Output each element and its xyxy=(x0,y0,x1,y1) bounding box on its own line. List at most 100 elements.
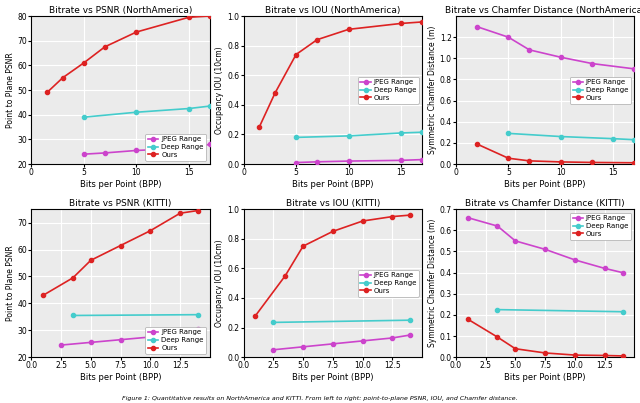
Ours xyxy=(601,353,609,358)
JPEG Range xyxy=(601,266,609,271)
X-axis label: Bits per Point (BPP): Bits per Point (BPP) xyxy=(504,180,586,189)
Deep Range xyxy=(557,134,564,139)
JPEG Range xyxy=(541,247,549,252)
Deep Range xyxy=(419,130,426,135)
Deep Range xyxy=(80,115,88,120)
JPEG Range xyxy=(87,340,95,345)
JPEG Range xyxy=(300,345,307,349)
JPEG Range xyxy=(206,142,214,147)
Ours xyxy=(473,141,481,146)
Deep Range xyxy=(493,307,501,312)
Title: Bitrate vs IOU (KITTI): Bitrate vs IOU (KITTI) xyxy=(285,199,380,208)
JPEG Range xyxy=(57,343,65,347)
Y-axis label: Occupancy IOU (10cm): Occupancy IOU (10cm) xyxy=(216,239,225,327)
X-axis label: Bits per Point (BPP): Bits per Point (BPP) xyxy=(504,373,586,382)
Deep Range xyxy=(406,318,414,323)
JPEG Range xyxy=(194,326,202,331)
Title: Bitrate vs Chamfer Distance (NorthAmerica): Bitrate vs Chamfer Distance (NorthAmeric… xyxy=(445,6,640,15)
Title: Bitrate vs IOU (NorthAmerica): Bitrate vs IOU (NorthAmerica) xyxy=(265,6,401,15)
Ours xyxy=(206,14,214,19)
Ours xyxy=(397,21,405,26)
Ours xyxy=(313,37,321,42)
Title: Bitrate vs PSNR (KITTI): Bitrate vs PSNR (KITTI) xyxy=(69,199,172,208)
X-axis label: Bits per Point (BPP): Bits per Point (BPP) xyxy=(292,180,374,189)
Y-axis label: Symmetric Chamfer Distance (m): Symmetric Chamfer Distance (m) xyxy=(428,26,436,154)
JPEG Range xyxy=(557,55,564,60)
Deep Range xyxy=(504,131,512,136)
JPEG Range xyxy=(630,66,638,71)
Line: JPEG Range: JPEG Range xyxy=(59,327,200,347)
Legend: JPEG Range, Deep Range, Ours: JPEG Range, Deep Range, Ours xyxy=(358,270,419,297)
Legend: JPEG Range, Deep Range, Ours: JPEG Range, Deep Range, Ours xyxy=(145,133,207,160)
Ours xyxy=(345,27,353,32)
Ours xyxy=(329,229,337,234)
Legend: JPEG Range, Deep Range, Ours: JPEG Range, Deep Range, Ours xyxy=(358,77,419,104)
JPEG Range xyxy=(406,332,414,337)
JPEG Range xyxy=(511,239,519,243)
JPEG Range xyxy=(185,145,193,150)
Ours xyxy=(511,346,519,351)
Ours xyxy=(271,91,279,96)
JPEG Range xyxy=(101,150,109,155)
Y-axis label: Occupancy IOU (10cm): Occupancy IOU (10cm) xyxy=(216,46,225,134)
Legend: JPEG Range, Deep Range, Ours: JPEG Range, Deep Range, Ours xyxy=(570,77,631,104)
Ours xyxy=(493,334,501,339)
Line: Ours: Ours xyxy=(253,213,412,318)
Line: JPEG Range: JPEG Range xyxy=(466,216,625,275)
X-axis label: Bits per Point (BPP): Bits per Point (BPP) xyxy=(292,373,374,382)
Ours xyxy=(147,228,154,233)
JPEG Range xyxy=(504,35,512,39)
Title: Bitrate vs Chamfer Distance (KITTI): Bitrate vs Chamfer Distance (KITTI) xyxy=(465,199,625,208)
JPEG Range xyxy=(473,24,481,29)
Line: Deep Range: Deep Range xyxy=(294,130,424,139)
Line: Deep Range: Deep Range xyxy=(271,318,412,324)
Ours xyxy=(525,158,533,163)
Ours xyxy=(116,243,124,248)
Deep Range xyxy=(619,310,627,314)
Deep Range xyxy=(206,104,214,108)
JPEG Range xyxy=(388,336,396,341)
Deep Range xyxy=(292,135,300,140)
Ours xyxy=(101,44,109,49)
JPEG Range xyxy=(589,61,596,66)
Line: JPEG Range: JPEG Range xyxy=(82,142,212,156)
Line: Ours: Ours xyxy=(41,208,200,297)
Y-axis label: Point to Plane PSNR: Point to Plane PSNR xyxy=(6,52,15,128)
JPEG Range xyxy=(313,160,321,164)
Legend: JPEG Range, Deep Range, Ours: JPEG Range, Deep Range, Ours xyxy=(570,213,631,240)
Deep Range xyxy=(185,106,193,111)
JPEG Range xyxy=(359,339,367,343)
JPEG Range xyxy=(619,270,627,275)
Ours xyxy=(541,351,549,355)
Line: Deep Range: Deep Range xyxy=(506,131,637,142)
Ours xyxy=(59,75,67,80)
Line: Ours: Ours xyxy=(466,317,625,358)
Ours xyxy=(69,275,77,280)
Ours xyxy=(176,211,184,216)
Ours xyxy=(132,30,140,35)
Line: Deep Range: Deep Range xyxy=(82,104,212,119)
Ours xyxy=(504,156,512,161)
Ours xyxy=(419,19,426,24)
Line: JPEG Range: JPEG Range xyxy=(294,158,424,165)
Ours xyxy=(300,244,307,249)
X-axis label: Bits per Point (BPP): Bits per Point (BPP) xyxy=(80,373,161,382)
Line: Ours: Ours xyxy=(45,14,212,95)
Ours xyxy=(388,214,396,219)
Ours xyxy=(87,258,95,263)
Line: Ours: Ours xyxy=(257,20,424,129)
Deep Range xyxy=(269,320,277,325)
Ours xyxy=(406,213,414,218)
Deep Range xyxy=(132,110,140,114)
JPEG Range xyxy=(147,334,154,339)
Line: JPEG Range: JPEG Range xyxy=(271,333,412,352)
Ours xyxy=(589,160,596,165)
Line: Deep Range: Deep Range xyxy=(71,313,200,318)
Ours xyxy=(39,293,47,298)
Deep Range xyxy=(397,131,405,135)
JPEG Range xyxy=(292,160,300,165)
JPEG Range xyxy=(80,152,88,157)
Text: Figure 1: Quantitative results on NorthAmerica and KITTI. From left to right: po: Figure 1: Quantitative results on NorthA… xyxy=(122,396,518,401)
Ours xyxy=(252,313,259,318)
JPEG Range xyxy=(525,48,533,52)
